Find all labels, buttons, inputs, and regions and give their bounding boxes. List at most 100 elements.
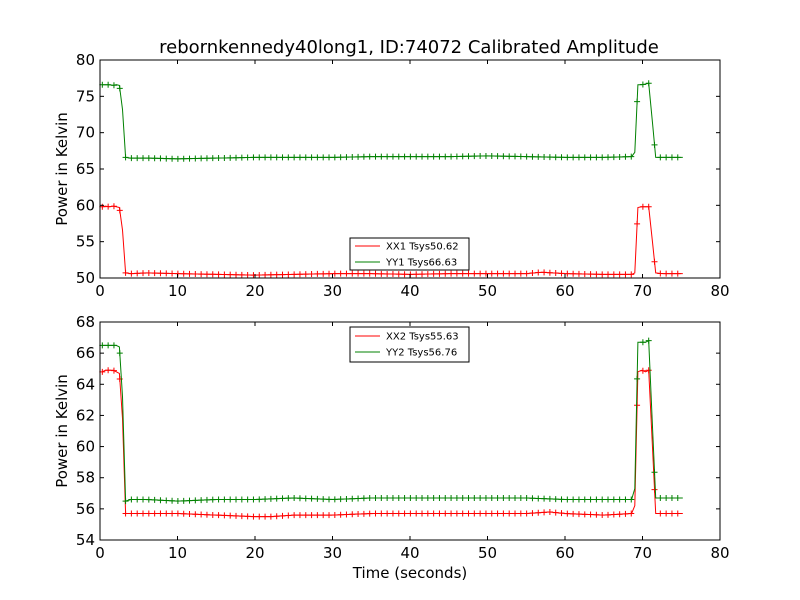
top-series-2-marker bbox=[105, 81, 112, 88]
top-series-1-marker bbox=[360, 270, 367, 277]
bottom-series-2-marker bbox=[151, 496, 158, 503]
bottom-series-2-marker bbox=[308, 495, 315, 502]
top-series-1-marker bbox=[471, 270, 478, 277]
bottom-series-1-marker bbox=[500, 510, 507, 517]
bottom-series-1-marker bbox=[645, 367, 652, 374]
top-series-1-marker bbox=[140, 270, 147, 277]
bottom-series-1-marker bbox=[663, 510, 670, 517]
bottom-series-1-marker bbox=[250, 513, 257, 520]
top-series-2-marker bbox=[639, 81, 646, 88]
top-series-1-marker bbox=[238, 271, 245, 278]
bottom-series-1-marker bbox=[587, 511, 594, 518]
bottom-series-2-marker bbox=[500, 494, 507, 501]
bottom-series-1-marker bbox=[453, 510, 460, 517]
bottom-series-1-marker bbox=[296, 512, 303, 519]
top-series-1-marker bbox=[436, 270, 443, 277]
bottom-series-2-marker bbox=[134, 496, 141, 503]
top-series-1-marker bbox=[477, 270, 484, 277]
bottom-series-1-marker bbox=[535, 509, 542, 516]
top-series-1-marker bbox=[581, 271, 588, 278]
top-series-1-marker bbox=[198, 271, 205, 278]
bottom-series-2-marker bbox=[413, 494, 420, 501]
bottom-series-2 bbox=[99, 337, 683, 505]
top-y-tick-label: 60 bbox=[76, 196, 95, 214]
top-series-2-marker bbox=[512, 153, 519, 160]
top-series-2-marker bbox=[605, 154, 612, 161]
top-series-2-marker bbox=[192, 155, 199, 162]
bottom-series-2-marker bbox=[122, 498, 129, 505]
bottom-x-tick-label: 50 bbox=[478, 544, 497, 562]
bottom-series-1-marker bbox=[651, 486, 658, 493]
bottom-plot: Power in Kelvin Time (seconds) 0 10 20 30 40… bbox=[53, 313, 730, 582]
top-series-2-marker bbox=[610, 154, 617, 161]
bottom-series-2-marker bbox=[535, 495, 542, 502]
bottom-series-2-marker bbox=[639, 339, 646, 346]
top-series-2-marker bbox=[668, 154, 675, 161]
bottom-series-2-marker bbox=[227, 496, 234, 503]
top-series-2-marker bbox=[599, 154, 606, 161]
bottom-series-2-marker bbox=[605, 496, 612, 503]
top-series-1-marker bbox=[151, 270, 158, 277]
top-series-2-marker bbox=[273, 154, 280, 161]
top-series-1-marker bbox=[593, 271, 600, 278]
bottom-series-1-marker bbox=[233, 512, 240, 519]
bottom-y-tick-label: 56 bbox=[76, 500, 95, 518]
top-series-1-marker bbox=[610, 271, 617, 278]
top-series-1-marker bbox=[105, 203, 112, 210]
bottom-series-2-marker bbox=[349, 495, 356, 502]
top-series-2-marker bbox=[238, 154, 245, 161]
top-series-1-marker bbox=[209, 271, 216, 278]
bottom-series-2-marker bbox=[163, 497, 170, 504]
bottom-series-1-marker bbox=[140, 510, 147, 517]
bottom-series-1-marker bbox=[122, 510, 129, 517]
top-series-2-marker bbox=[564, 154, 571, 161]
top-series-2-marker bbox=[535, 153, 542, 160]
top-series-2-marker bbox=[593, 154, 600, 161]
top-series-2-marker bbox=[459, 153, 466, 160]
bottom-series-2-marker bbox=[343, 495, 350, 502]
bottom-plot-area: 0 10 20 30 40 50 60 70 80 54 56 58 60 62 64 66 68 bbox=[76, 313, 730, 562]
bottom-y-tick-label: 66 bbox=[76, 344, 95, 362]
top-plot: Power in Kelvin 0 10 20 30 40 50 60 70 80 50 55 60 6… bbox=[53, 51, 730, 300]
bottom-series-1-marker bbox=[360, 510, 367, 517]
bottom-series-1-marker bbox=[128, 510, 135, 517]
bottom-series-1-marker bbox=[674, 510, 681, 517]
top-series-2-marker bbox=[302, 154, 309, 161]
top-series-2-marker bbox=[465, 153, 472, 160]
top-series-2-marker bbox=[419, 153, 426, 160]
top-series-2-marker bbox=[477, 153, 484, 160]
bottom-series-1-marker bbox=[285, 512, 292, 519]
top-series-1-marker bbox=[546, 269, 553, 276]
top-series-1-marker bbox=[302, 271, 309, 278]
top-series-2-marker bbox=[552, 154, 559, 161]
top-series-1-marker bbox=[541, 269, 548, 276]
bottom-series-2-marker bbox=[401, 494, 408, 501]
bottom-series-2-marker bbox=[645, 337, 652, 344]
bottom-series-1-marker bbox=[512, 510, 519, 517]
top-series-1-marker bbox=[575, 270, 582, 277]
bottom-x-tick-label: 30 bbox=[323, 544, 342, 562]
top-series-2-marker bbox=[337, 154, 344, 161]
bottom-series-1-marker bbox=[471, 510, 478, 517]
bottom-series-2-marker bbox=[331, 496, 338, 503]
top-series-1-marker bbox=[279, 271, 286, 278]
top-x-tick-label: 60 bbox=[555, 282, 574, 300]
top-x-tick-label: 0 bbox=[95, 282, 105, 300]
bottom-series-2-marker bbox=[581, 496, 588, 503]
top-series-2-marker bbox=[233, 154, 240, 161]
bottom-series-2-marker bbox=[616, 496, 623, 503]
top-series-1-marker bbox=[517, 270, 524, 277]
top-x-tick-label: 10 bbox=[168, 282, 187, 300]
bottom-series-2-marker bbox=[558, 496, 565, 503]
top-series-2-marker bbox=[116, 85, 123, 92]
bottom-series-2-marker bbox=[657, 494, 664, 501]
top-series-1-marker bbox=[145, 269, 152, 276]
bottom-series-2-marker bbox=[674, 494, 681, 501]
top-series-2-marker bbox=[482, 152, 489, 159]
top-series-2 bbox=[99, 80, 683, 162]
top-series-1-marker bbox=[500, 270, 507, 277]
bottom-series-2-marker bbox=[546, 495, 553, 502]
bottom-series-1-marker bbox=[308, 512, 315, 519]
bottom-series-1-marker bbox=[668, 510, 675, 517]
top-series-2-marker bbox=[145, 155, 152, 162]
